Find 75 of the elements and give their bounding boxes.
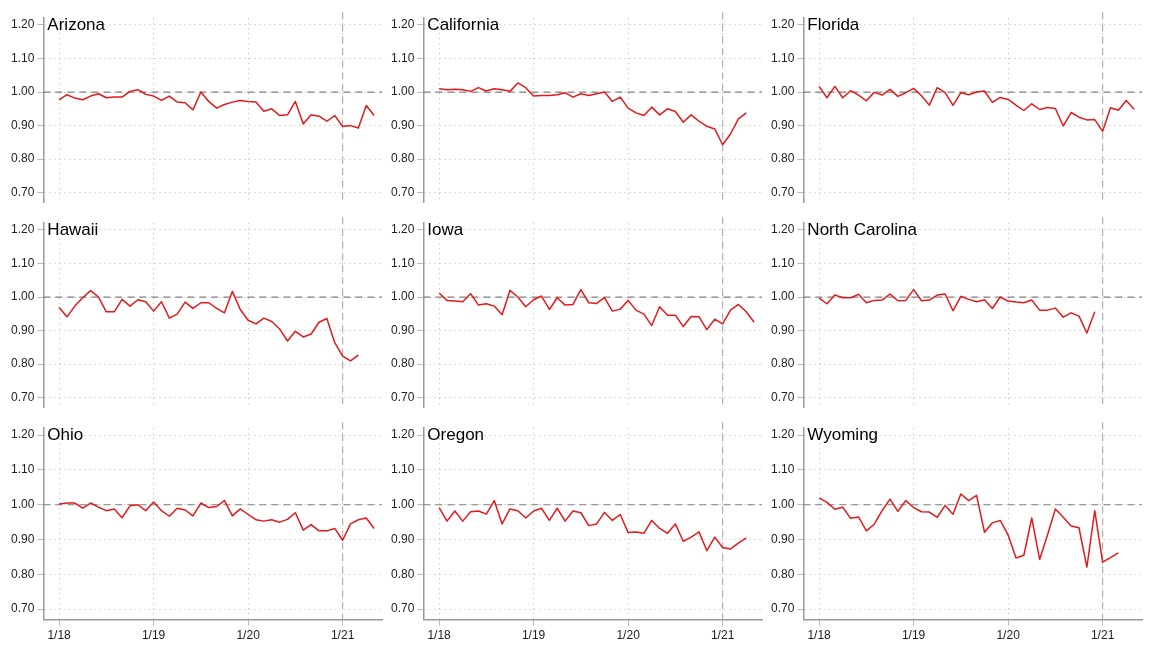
y-tick-label: 1.10	[391, 462, 415, 477]
y-tick-label: 1.00	[11, 84, 35, 99]
y-tick-label: 1.20	[391, 427, 415, 442]
y-tick-label: 0.90	[391, 531, 415, 546]
y-tick-label: 0.80	[771, 356, 795, 371]
chart-title: California	[427, 14, 500, 34]
y-tick-label: 1.00	[391, 84, 415, 99]
y-tick-label: 0.80	[11, 356, 35, 371]
y-tick-label: 1.00	[391, 289, 415, 304]
y-tick-label: 1.00	[771, 84, 795, 99]
y-tick-label: 1.00	[11, 289, 35, 304]
chart-title: Oregon	[427, 424, 485, 444]
y-tick-label: 1.00	[771, 497, 795, 512]
chart-title: Ohio	[47, 424, 84, 444]
x-tick-label: 1/21	[330, 628, 355, 643]
y-tick-label: 0.80	[391, 566, 415, 581]
y-tick-label: 0.90	[11, 322, 35, 337]
y-tick-label: 0.80	[771, 566, 795, 581]
y-tick-label: 0.70	[771, 185, 795, 200]
x-tick-label: 1/19	[901, 628, 926, 643]
x-tick-label: 1/21	[710, 628, 735, 643]
y-tick-label: 0.90	[771, 322, 795, 337]
chart-title: North Carolina	[807, 219, 918, 239]
y-tick-label: 0.80	[391, 356, 415, 371]
y-tick-label: 0.90	[391, 117, 415, 132]
x-tick-label: 1/18	[807, 628, 832, 643]
y-tick-label: 0.90	[11, 531, 35, 546]
y-tick-label: 1.20	[771, 427, 795, 442]
x-tick-label: 1/19	[141, 628, 166, 643]
y-tick-label: 1.20	[11, 427, 35, 442]
y-tick-label: 1.10	[11, 462, 35, 477]
y-tick-label: 1.20	[11, 222, 35, 237]
y-tick-label: 1.20	[771, 222, 795, 237]
y-tick-label: 1.10	[771, 50, 795, 65]
y-tick-label: 1.20	[771, 17, 795, 32]
y-tick-label: 0.80	[11, 566, 35, 581]
y-tick-label: 0.70	[391, 601, 415, 616]
x-tick-label: 1/18	[47, 628, 72, 643]
y-tick-label: 1.10	[391, 255, 415, 270]
y-tick-label: 1.20	[391, 222, 415, 237]
y-tick-label: 1.10	[11, 50, 35, 65]
x-tick-label: 1/21	[1090, 628, 1115, 643]
chart-title: Hawaii	[47, 219, 99, 239]
y-tick-label: 0.70	[771, 390, 795, 405]
y-tick-label: 1.20	[391, 17, 415, 32]
y-tick-label: 0.70	[11, 185, 35, 200]
y-tick-label: 0.70	[771, 601, 795, 616]
y-tick-label: 0.80	[391, 151, 415, 166]
y-tick-label: 0.80	[771, 151, 795, 166]
y-tick-label: 0.90	[11, 117, 35, 132]
x-tick-label: 1/20	[996, 628, 1021, 643]
chart-title: Florida	[807, 14, 860, 34]
y-tick-label: 1.20	[11, 17, 35, 32]
y-tick-label: 0.80	[11, 151, 35, 166]
chart-title: Wyoming	[807, 424, 879, 444]
y-tick-label: 1.10	[771, 462, 795, 477]
x-tick-label: 1/19	[521, 628, 546, 643]
chart-title: Iowa	[427, 219, 464, 239]
y-tick-label: 1.00	[391, 497, 415, 512]
y-tick-label: 1.00	[11, 497, 35, 512]
y-tick-label: 1.00	[771, 289, 795, 304]
y-tick-label: 0.70	[391, 390, 415, 405]
y-tick-label: 1.10	[391, 50, 415, 65]
y-tick-label: 1.10	[771, 255, 795, 270]
y-tick-label: 1.10	[11, 255, 35, 270]
x-tick-label: 1/20	[236, 628, 261, 643]
y-tick-label: 0.70	[391, 185, 415, 200]
y-tick-label: 0.70	[11, 390, 35, 405]
chart-title: Arizona	[47, 14, 106, 34]
x-tick-label: 1/18	[427, 628, 452, 643]
y-tick-label: 0.70	[11, 601, 35, 616]
y-tick-label: 0.90	[771, 531, 795, 546]
y-tick-label: 0.90	[771, 117, 795, 132]
x-tick-label: 1/20	[616, 628, 641, 643]
y-tick-label: 0.90	[391, 322, 415, 337]
